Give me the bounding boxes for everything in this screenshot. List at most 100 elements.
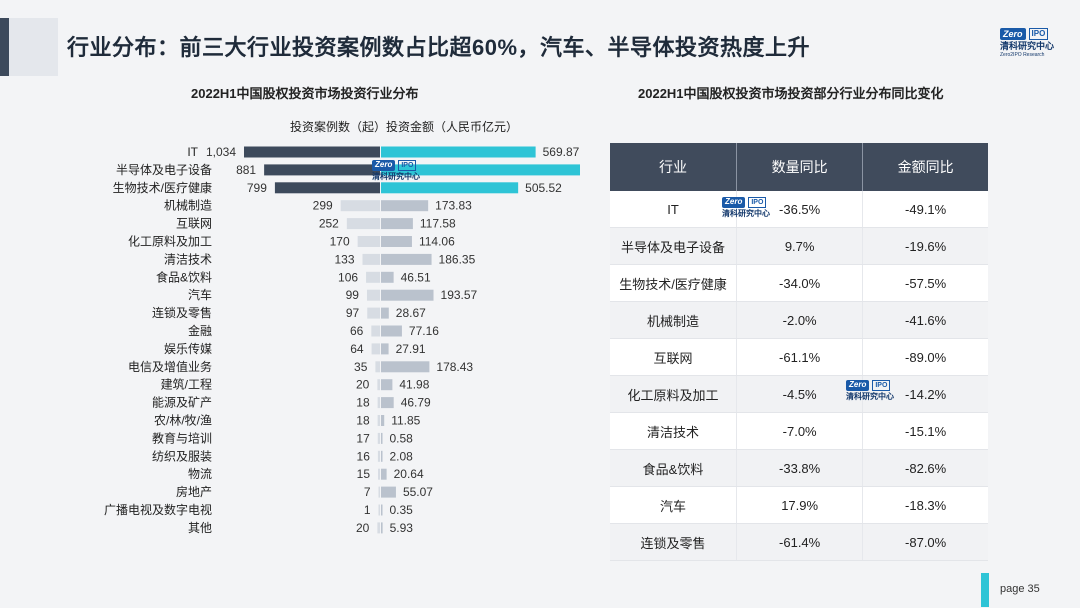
- category-label: 娱乐传媒: [164, 341, 212, 356]
- table-row: 连锁及零售 -61.4% -87.0%: [610, 523, 988, 561]
- count-bar: [244, 146, 380, 158]
- amount-label: 28.67: [396, 306, 426, 320]
- logo-zero-text: Zero: [1000, 28, 1026, 40]
- left-chart-title: 2022H1中国股权投资市场投资行业分布: [191, 86, 419, 101]
- count-label: 20: [356, 378, 370, 392]
- amount-label: 41.98: [399, 378, 429, 392]
- cell-count-yoy: -61.1%: [736, 338, 864, 376]
- amount-label: 46.51: [401, 270, 431, 284]
- count-label: 799: [247, 181, 267, 195]
- category-label: 能源及矿产: [152, 396, 212, 410]
- category-label: 广播电视及数字电视: [104, 502, 212, 517]
- table-row: 机械制造 -2.0% -41.6%: [610, 301, 988, 339]
- cell-amount-yoy: -57.5%: [862, 264, 988, 302]
- header-accent-bar: [0, 18, 9, 76]
- amount-bar: [381, 289, 434, 301]
- cell-industry: 化工原料及加工: [610, 375, 737, 413]
- count-label: 35: [354, 360, 368, 374]
- amount-bar: [381, 182, 519, 194]
- count-bar: [366, 271, 380, 283]
- table-row: 半导体及电子设备 9.7% -19.6%: [610, 227, 988, 265]
- logo-ipo-text: IPO: [1028, 28, 1049, 40]
- count-bar: [371, 343, 380, 355]
- category-label: 食品&饮料: [156, 269, 212, 284]
- count-bar: [377, 397, 380, 409]
- amount-bar: [381, 236, 412, 247]
- cell-industry: 生物技术/医疗健康: [610, 264, 737, 302]
- cell-amount-yoy: -14.2%: [862, 375, 988, 413]
- count-label: 66: [350, 324, 364, 338]
- category-label: 房地产: [176, 484, 212, 499]
- category-label: 生物技术/医疗健康: [113, 180, 212, 195]
- amount-label: 55.07: [403, 485, 433, 499]
- count-label: 16: [357, 449, 371, 463]
- amount-label: 173.83: [435, 199, 472, 213]
- watermark-logo: Zero IPO 清科研究中心: [846, 380, 900, 406]
- count-bar: [377, 450, 380, 462]
- count-bar: [377, 415, 380, 426]
- cell-industry: 互联网: [610, 338, 737, 376]
- amount-label: 193.57: [441, 288, 478, 302]
- table-row: 汽车 17.9% -18.3%: [610, 486, 988, 524]
- amount-bar: [381, 415, 385, 426]
- category-label: 汽车: [188, 287, 212, 302]
- amount-bar: [381, 218, 413, 230]
- count-bar: [371, 325, 380, 337]
- count-label: 881: [236, 163, 256, 177]
- header-count-yoy: 数量同比: [736, 143, 864, 191]
- count-label: 20: [356, 521, 370, 535]
- amount-bar: [381, 522, 383, 534]
- cell-count-yoy: -61.4%: [736, 523, 864, 561]
- count-label: 99: [346, 288, 360, 302]
- cell-count-yoy: -33.8%: [736, 449, 864, 487]
- amount-bar: [381, 468, 387, 480]
- table-header-row: 行业 数量同比 金额同比: [610, 143, 988, 191]
- amount-bar: [381, 307, 389, 319]
- count-label: 18: [356, 396, 370, 410]
- category-label: 建筑/工程: [161, 377, 212, 392]
- right-table-title: 2022H1中国股权投资市场投资部分行业分布同比变化: [638, 86, 944, 101]
- count-bar: [264, 164, 380, 176]
- category-label: 其他: [188, 521, 212, 535]
- table-row: IT -36.5% -49.1%: [610, 191, 988, 228]
- cell-count-yoy: -4.5%: [736, 375, 864, 413]
- industry-distribution-chart: 投资案例数（起）投资金额（人民币亿元）1,034569.87IT881744.5…: [104, 119, 580, 535]
- count-bar: [274, 182, 380, 194]
- table-row: 生物技术/医疗健康 -34.0% -57.5%: [610, 264, 988, 302]
- amount-label: 27.91: [396, 342, 426, 356]
- count-bar: [377, 432, 380, 444]
- amount-label: 77.16: [409, 324, 439, 338]
- category-label: 电信及增值业务: [128, 359, 212, 374]
- watermark-ipo-text: IPO: [748, 197, 767, 208]
- count-label: 1: [364, 503, 371, 517]
- amount-label: 20.64: [394, 467, 424, 481]
- header-background: [0, 18, 58, 76]
- count-label: 170: [330, 235, 350, 249]
- cell-industry: IT: [610, 191, 737, 228]
- category-label: 纺织及服装: [152, 449, 212, 463]
- amount-bar: [381, 253, 432, 265]
- watermark-chinese-text: 清科研究中心: [846, 392, 894, 401]
- count-label: 97: [346, 306, 360, 320]
- cell-count-yoy: 17.9%: [736, 486, 864, 524]
- cell-industry: 食品&饮料: [610, 449, 737, 487]
- cell-count-yoy: 9.7%: [736, 227, 864, 265]
- table-row: 清洁技术 -7.0% -15.1%: [610, 412, 988, 450]
- cell-industry: 清洁技术: [610, 412, 737, 450]
- cell-industry: 汽车: [610, 486, 737, 524]
- amount-bar: [381, 450, 383, 462]
- watermark-chinese-text: 清科研究中心: [372, 172, 420, 181]
- count-bar: [377, 522, 380, 534]
- amount-bar: [381, 361, 430, 373]
- count-bar: [377, 379, 380, 391]
- amount-label: 505.52: [525, 181, 562, 195]
- cell-industry: 机械制造: [610, 301, 737, 339]
- amount-bar: [381, 504, 383, 516]
- amount-bar: [381, 343, 389, 355]
- count-bar: [366, 289, 380, 301]
- category-label: 清洁技术: [164, 252, 212, 266]
- logo-english-text: Zero2IPO Research: [1000, 52, 1045, 58]
- page-accent-bar: [981, 573, 989, 607]
- cell-count-yoy: -7.0%: [736, 412, 864, 450]
- header-amount-yoy: 金额同比: [862, 143, 988, 191]
